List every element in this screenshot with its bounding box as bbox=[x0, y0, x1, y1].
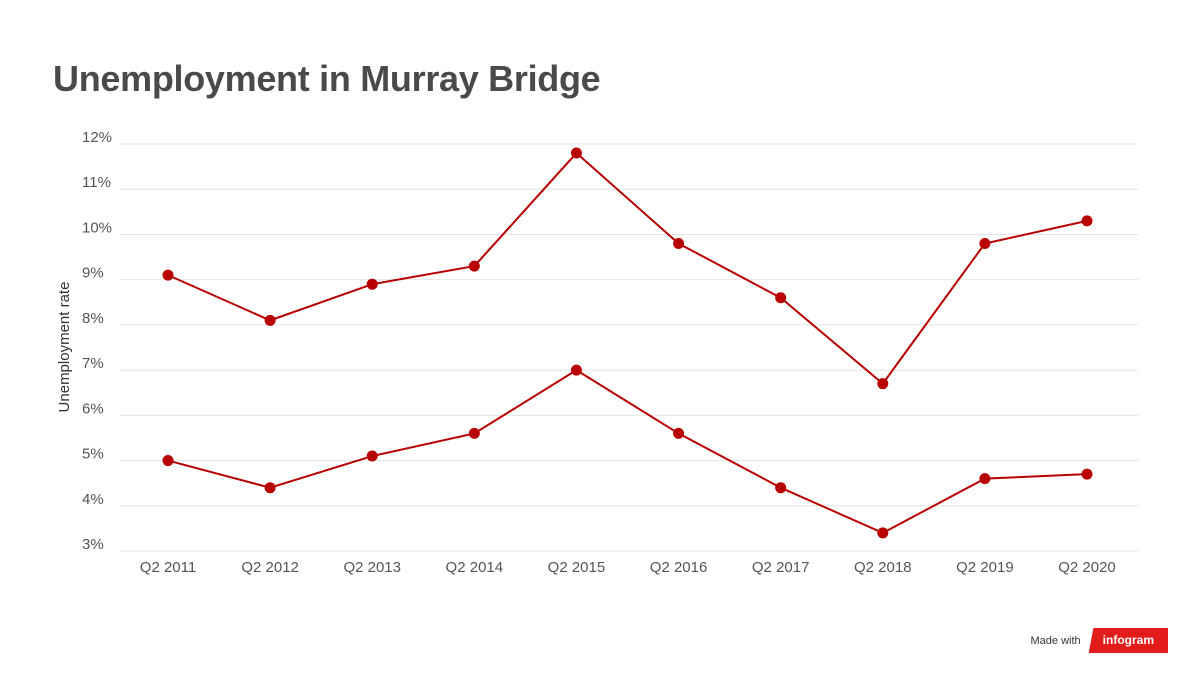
data-point[interactable] bbox=[468, 427, 480, 439]
x-tick-label: Q2 2020 bbox=[1058, 559, 1116, 576]
data-point[interactable] bbox=[877, 378, 889, 390]
data-point[interactable] bbox=[162, 455, 174, 467]
x-tick-label: Q2 2015 bbox=[548, 559, 606, 576]
series-group bbox=[162, 147, 1093, 539]
series-line-1 bbox=[167, 151, 1088, 386]
x-tick-label: Q2 2017 bbox=[752, 559, 810, 576]
y-tick-label: 6% bbox=[82, 400, 104, 417]
x-tick-label: Q2 2016 bbox=[650, 559, 708, 576]
chart-title: Unemployment in Murray Bridge bbox=[53, 58, 601, 99]
x-tick-label: Q2 2019 bbox=[956, 559, 1014, 576]
data-point[interactable] bbox=[775, 292, 787, 304]
data-point[interactable] bbox=[775, 482, 787, 494]
y-tick-label: 8% bbox=[82, 310, 104, 327]
data-point[interactable] bbox=[468, 260, 480, 272]
data-point[interactable] bbox=[264, 482, 276, 494]
y-axis-ticks: 3% 4% 5% 6% 7% 8% 9% 10% 11% 12% bbox=[82, 129, 112, 553]
data-point[interactable] bbox=[366, 278, 378, 290]
data-point[interactable] bbox=[1081, 215, 1093, 227]
data-point[interactable] bbox=[162, 269, 174, 281]
y-tick-label: 4% bbox=[82, 491, 104, 508]
data-point[interactable] bbox=[1081, 468, 1093, 480]
data-point[interactable] bbox=[877, 527, 889, 539]
infogram-logo[interactable]: infogram bbox=[1088, 628, 1168, 653]
y-tick-label: 11% bbox=[82, 174, 111, 191]
y-tick-label: 12% bbox=[82, 129, 112, 146]
data-point[interactable] bbox=[570, 147, 582, 159]
x-tick-label: Q2 2013 bbox=[343, 559, 401, 576]
x-axis-ticks: Q2 2011 Q2 2012 Q2 2013 Q2 2014 Q2 2015 Q2 20… bbox=[140, 559, 1116, 576]
data-point[interactable] bbox=[570, 364, 582, 376]
x-tick-label: Q2 2014 bbox=[446, 559, 504, 576]
data-point[interactable] bbox=[673, 427, 685, 439]
data-point[interactable] bbox=[979, 473, 991, 485]
x-tick-label: Q2 2011 bbox=[140, 559, 196, 576]
y-tick-label: 5% bbox=[82, 446, 104, 463]
x-tick-label: Q2 2018 bbox=[854, 559, 912, 576]
y-axis-label: Unemployment rate bbox=[56, 282, 73, 413]
y-tick-label: 10% bbox=[82, 219, 112, 236]
made-with-label: Made with bbox=[1030, 634, 1081, 647]
series-line-2 bbox=[167, 368, 1088, 535]
y-tick-label: 7% bbox=[82, 355, 104, 372]
data-point[interactable] bbox=[366, 450, 378, 462]
data-point[interactable] bbox=[264, 314, 276, 326]
y-tick-label: 9% bbox=[82, 265, 104, 282]
data-point[interactable] bbox=[673, 237, 685, 249]
gridlines bbox=[120, 143, 1138, 552]
footer: Made with infogram bbox=[1031, 628, 1168, 653]
data-point[interactable] bbox=[979, 237, 991, 249]
y-tick-label: 3% bbox=[82, 536, 104, 553]
x-tick-label: Q2 2012 bbox=[241, 559, 299, 576]
